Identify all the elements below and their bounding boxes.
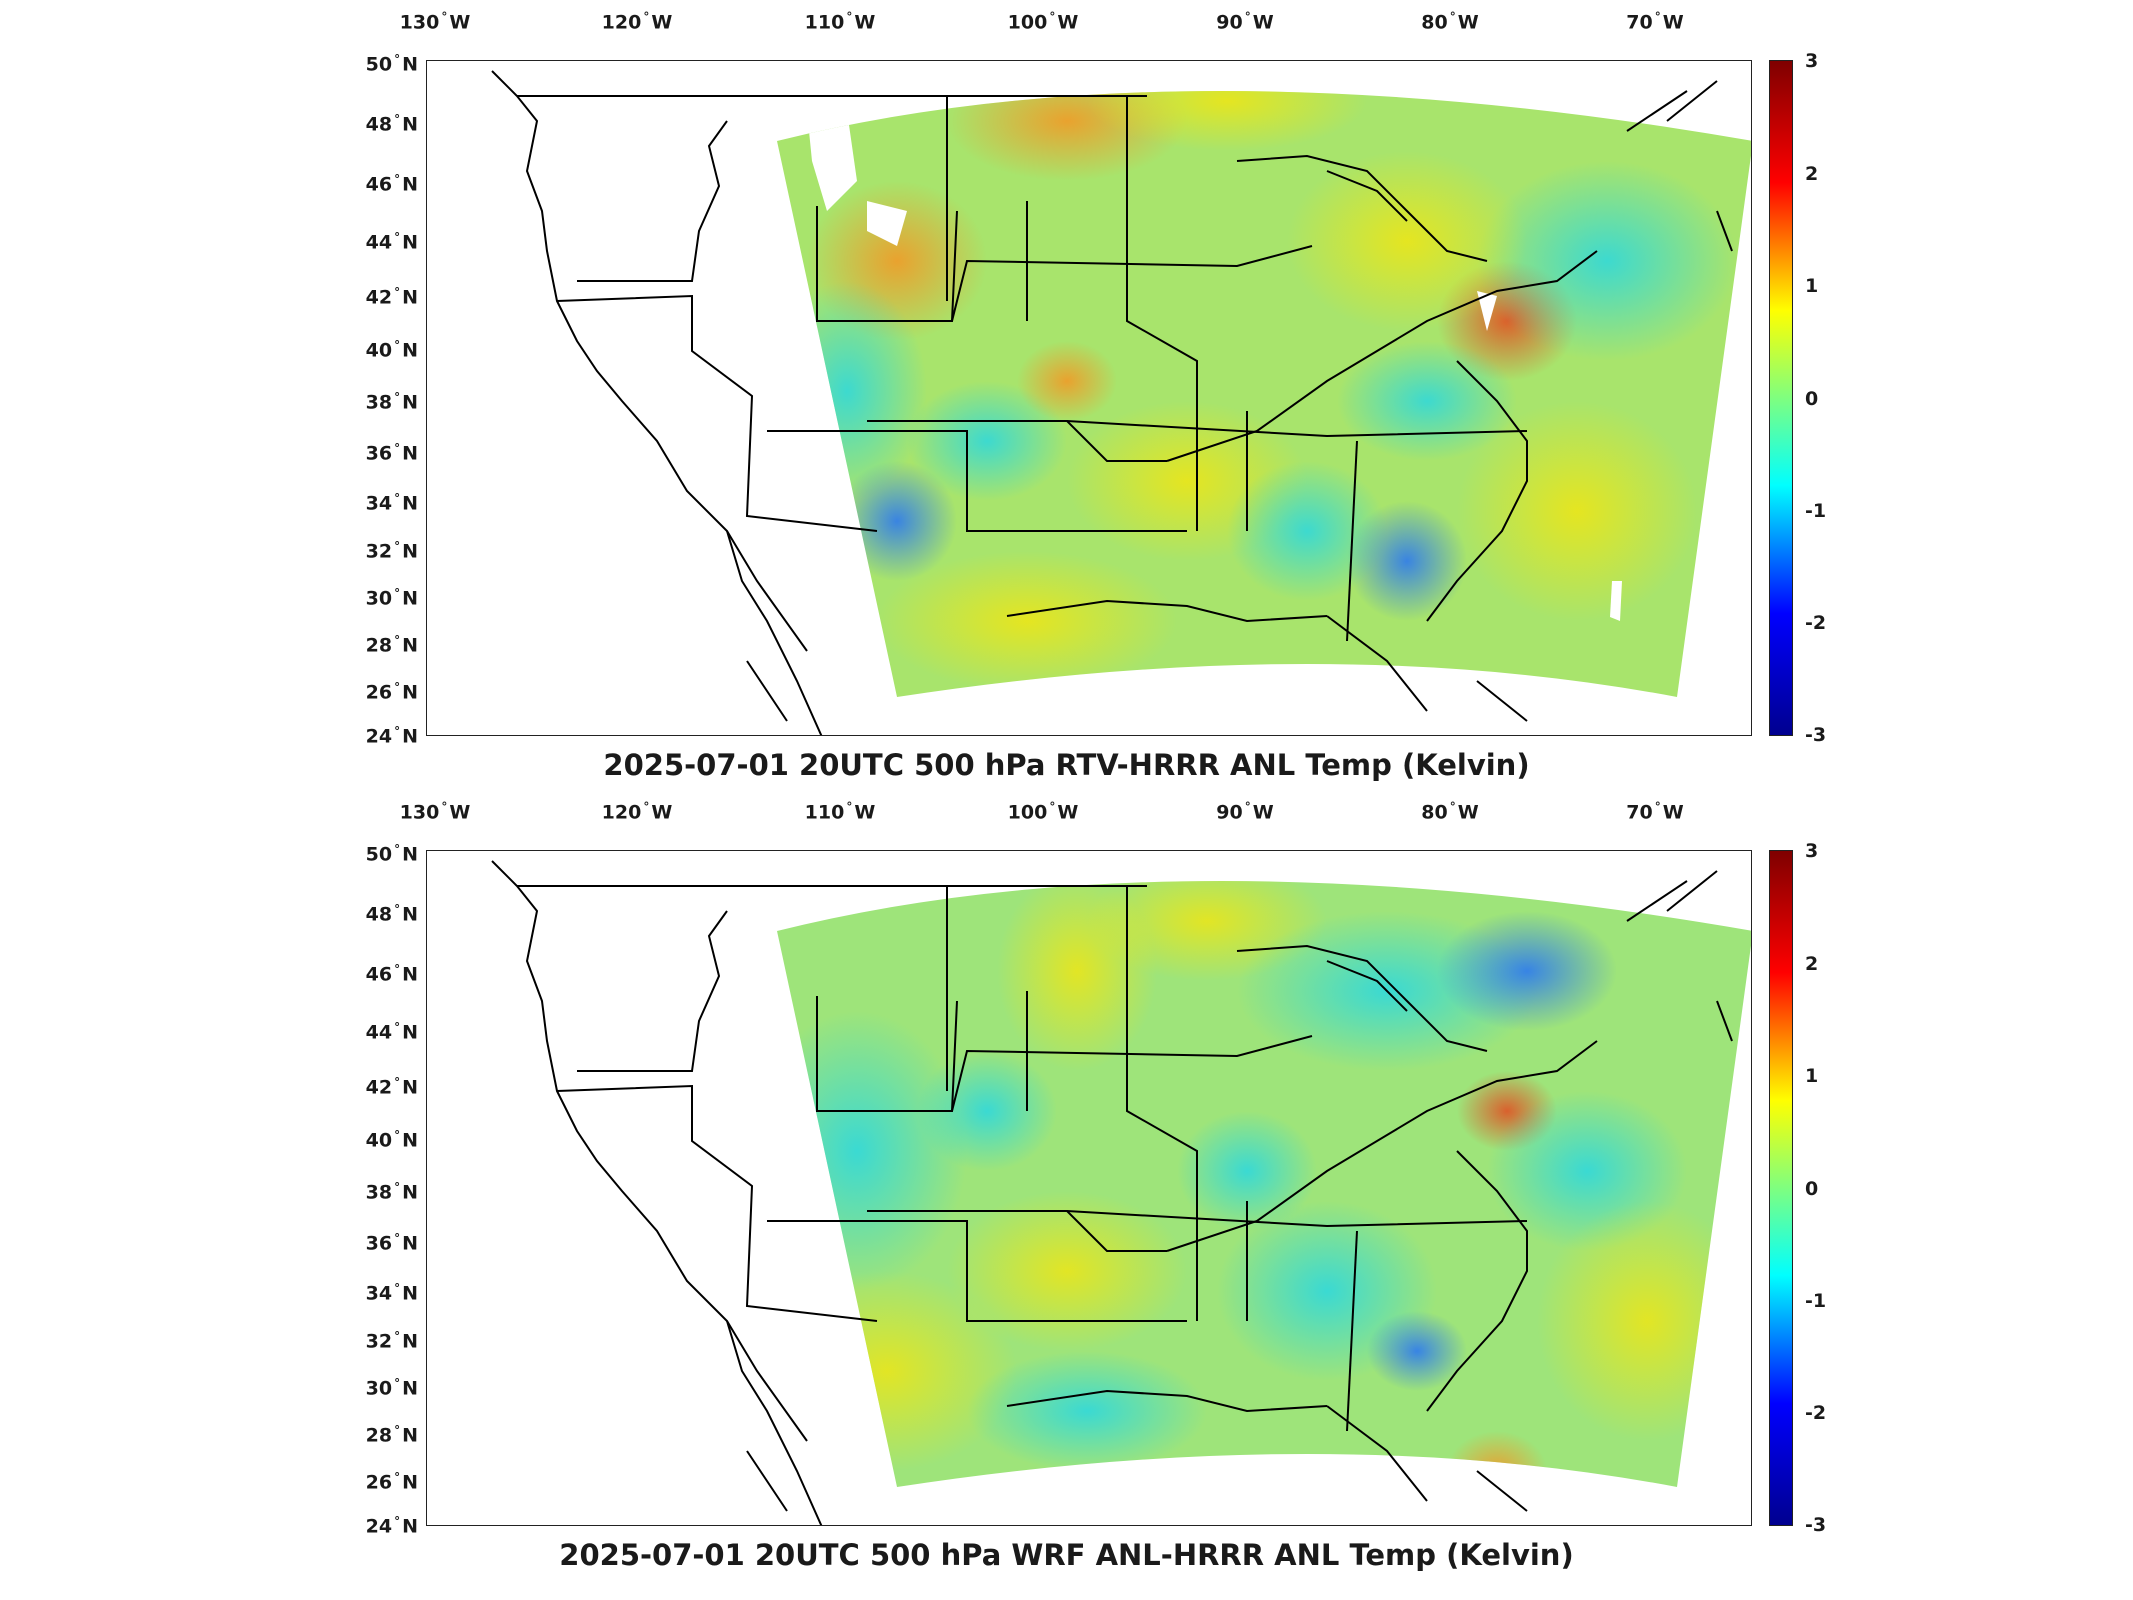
- lat-label: 26 ° N: [365, 680, 418, 704]
- lat-label: 34 ° N: [365, 1281, 418, 1305]
- lon-label: 70 ° W: [1626, 800, 1684, 824]
- lon-label: 120 ° W: [601, 10, 673, 34]
- lat-label: 24 ° N: [365, 724, 418, 748]
- lon-label: 80 ° W: [1421, 10, 1479, 34]
- lon-label: 130 ° W: [399, 800, 471, 824]
- colorbar-tick: 2: [1805, 163, 1819, 185]
- panel-rtv-hrrr: 130 ° W 120 ° W 110 ° W 100 ° W 90 ° W 80 ° W 70 ° W 5…: [0, 0, 2133, 790]
- lat-label: 44 ° N: [365, 1020, 418, 1044]
- lat-label: 28 ° N: [365, 633, 418, 657]
- colorbar-tick: -3: [1805, 724, 1827, 746]
- lon-label: 90 ° W: [1216, 800, 1274, 824]
- lat-label: 32 ° N: [365, 539, 418, 563]
- colorbar-tick: 2: [1805, 953, 1819, 975]
- lat-label: 28 ° N: [365, 1423, 418, 1447]
- panel-title: 2025-07-01 20UTC 500 hPa WRF ANL-HRRR AN…: [559, 1538, 1574, 1572]
- colorbar-tick: -1: [1805, 500, 1827, 522]
- colorbar-tick: -1: [1805, 1290, 1827, 1312]
- lat-label: 48 ° N: [365, 902, 418, 926]
- lon-label: 110 ° W: [804, 10, 876, 34]
- panel-title: 2025-07-01 20UTC 500 hPa RTV-HRRR ANL Te…: [603, 748, 1530, 782]
- lat-label: 50 ° N: [365, 52, 418, 76]
- model-domain: [777, 881, 1751, 1487]
- lat-label: 46 ° N: [365, 962, 418, 986]
- colorbar-tick: 1: [1805, 275, 1819, 297]
- lat-label: 36 ° N: [365, 1231, 418, 1255]
- lat-label: 38 ° N: [365, 390, 418, 414]
- lat-label: 48 ° N: [365, 112, 418, 136]
- colorbar-tick: 3: [1805, 840, 1819, 862]
- lat-label: 40 ° N: [365, 338, 418, 362]
- colorbar-tick: -3: [1805, 1514, 1827, 1536]
- model-domain: [777, 91, 1751, 697]
- map-outlines: [491, 860, 1733, 1525]
- colorbar-tick: 0: [1805, 388, 1819, 410]
- map-rtv-hrrr: [426, 60, 1752, 736]
- colorbar: [1769, 850, 1793, 1526]
- temperature-difference-field: [491, 70, 1751, 735]
- lat-label: 36 ° N: [365, 441, 418, 465]
- lat-label: 38 ° N: [365, 1180, 418, 1204]
- lat-label: 46 ° N: [365, 172, 418, 196]
- lon-label: 120 ° W: [601, 800, 673, 824]
- lat-label: 26 ° N: [365, 1470, 418, 1494]
- colorbar-tick: -2: [1805, 612, 1827, 634]
- lat-label: 40 ° N: [365, 1128, 418, 1152]
- panel-wrf-hrrr: 130 ° W 120 ° W 110 ° W 100 ° W 90 ° W 80 ° W 70 ° W 5…: [0, 790, 2133, 1600]
- lon-label: 70 ° W: [1626, 10, 1684, 34]
- lat-label: 50 ° N: [365, 842, 418, 866]
- lat-label: 30 ° N: [365, 586, 418, 610]
- lon-label: 100 ° W: [1007, 10, 1079, 34]
- lat-label: 34 ° N: [365, 491, 418, 515]
- lat-label: 44 ° N: [365, 230, 418, 254]
- lat-label: 24 ° N: [365, 1514, 418, 1538]
- temperature-difference-field: [491, 860, 1751, 1525]
- map-outlines: [491, 70, 1733, 735]
- lon-label: 100 ° W: [1007, 800, 1079, 824]
- colorbar-tick: 1: [1805, 1065, 1819, 1087]
- map-wrf-hrrr: [426, 850, 1752, 1526]
- colorbar-tick: 0: [1805, 1178, 1819, 1200]
- colorbar-tick: 3: [1805, 50, 1819, 72]
- lon-label: 110 ° W: [804, 800, 876, 824]
- lon-label: 130 ° W: [399, 10, 471, 34]
- lon-label: 80 ° W: [1421, 800, 1479, 824]
- colorbar-tick: -2: [1805, 1402, 1827, 1424]
- lat-label: 30 ° N: [365, 1376, 418, 1400]
- lon-label: 90 ° W: [1216, 10, 1274, 34]
- lat-label: 32 ° N: [365, 1329, 418, 1353]
- colorbar: [1769, 60, 1793, 736]
- lat-label: 42 ° N: [365, 285, 418, 309]
- lat-label: 42 ° N: [365, 1075, 418, 1099]
